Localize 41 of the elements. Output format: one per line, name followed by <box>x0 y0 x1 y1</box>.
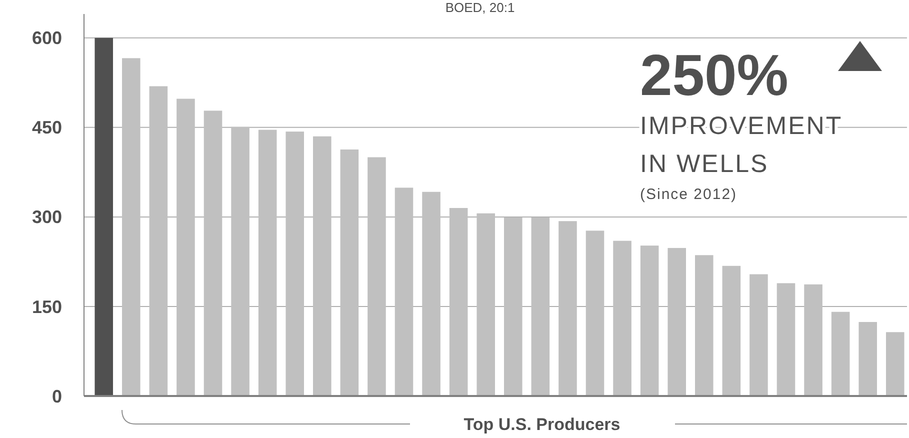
annotation: IMPROVEMENT <box>640 112 843 140</box>
bar <box>776 283 796 396</box>
y-tick-label: 300 <box>32 207 62 228</box>
y-tick-label: 600 <box>32 28 62 48</box>
bar <box>586 230 604 396</box>
annotation: (Since 2012) <box>640 186 738 203</box>
bar <box>476 213 495 396</box>
bar <box>340 149 359 396</box>
y-tick-label: 150 <box>32 296 62 317</box>
bar <box>504 218 522 396</box>
bar <box>258 130 277 396</box>
bar <box>886 332 904 396</box>
bar <box>858 322 877 396</box>
bar <box>668 248 686 396</box>
bar <box>176 98 195 396</box>
bar <box>750 274 768 396</box>
bar <box>558 221 577 396</box>
bar <box>613 240 632 396</box>
bar <box>422 192 440 396</box>
y-tick-label: 0 <box>52 386 62 406</box>
bar <box>94 38 114 396</box>
bar <box>531 218 550 396</box>
bar <box>149 86 168 396</box>
chart-title: BOED, 20:1 <box>445 0 515 15</box>
bar <box>722 266 741 396</box>
bar <box>394 188 414 396</box>
annotation: IN WELLS <box>640 150 769 178</box>
bar <box>694 255 714 396</box>
bar <box>231 126 250 396</box>
y-tick-label: 450 <box>32 118 62 138</box>
bar <box>286 132 304 396</box>
text: Top U.S. Producers <box>464 415 620 434</box>
bar <box>640 246 659 396</box>
bar <box>204 110 222 396</box>
bar <box>122 58 140 396</box>
bar <box>449 208 468 396</box>
annotation: 250% <box>640 43 788 108</box>
bar <box>313 136 332 396</box>
bar <box>804 284 822 396</box>
bar <box>368 157 386 396</box>
bar <box>831 312 850 396</box>
